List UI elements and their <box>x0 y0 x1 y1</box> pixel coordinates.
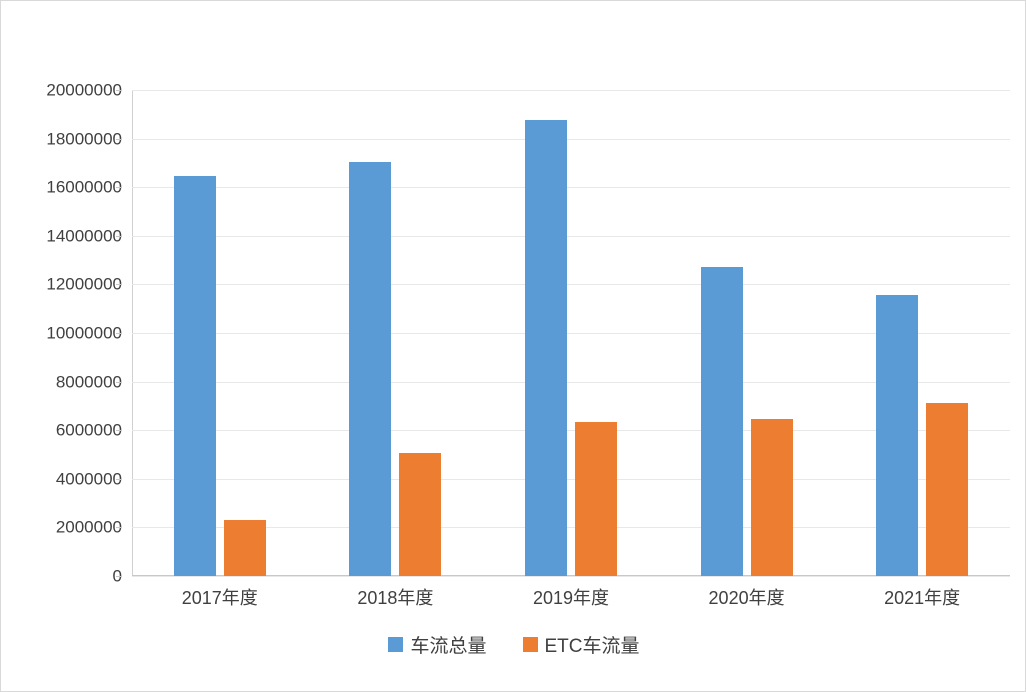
y-axis-tick-label: 6000000 <box>55 420 122 440</box>
y-axis-tick-label: 14000000 <box>46 226 122 246</box>
legend-item[interactable]: ETC车流量 <box>522 631 640 658</box>
x-axis-tick-label: 2020年度 <box>708 588 785 608</box>
bar-total[interactable] <box>524 120 567 576</box>
gridline <box>132 430 1010 432</box>
y-axis-tick-label: 12000000 <box>46 274 122 294</box>
bar-etc[interactable] <box>223 519 266 576</box>
gridline <box>132 187 1010 189</box>
bar-groups <box>132 90 1010 576</box>
bar-group <box>483 90 659 576</box>
gridline <box>132 235 1010 237</box>
y-axis-tick-mark <box>116 187 122 189</box>
bar-group <box>132 90 308 576</box>
y-axis-tick-label: 0 <box>112 566 122 586</box>
x-axis-line <box>132 575 1010 576</box>
chart-legend: 车流总量 ETC车流量 <box>1 631 1025 658</box>
gridline <box>132 381 1010 383</box>
y-axis-tick-mark <box>116 284 122 286</box>
y-axis-tick-mark <box>116 90 122 91</box>
y-axis-tick-label: 10000000 <box>46 323 122 343</box>
gridline <box>132 478 1010 480</box>
plot-area <box>132 90 1010 577</box>
bar-group <box>308 90 484 576</box>
bar-etc[interactable] <box>399 452 442 576</box>
bar-total[interactable] <box>876 295 919 576</box>
gridline <box>132 527 1010 529</box>
y-axis-tick-mark <box>116 478 122 480</box>
bar-etc[interactable] <box>750 419 793 576</box>
legend-swatch-icon <box>522 637 538 652</box>
y-axis-tick-mark <box>116 576 122 577</box>
y-axis-tick-label: 8000000 <box>55 372 122 392</box>
gridline <box>132 138 1010 140</box>
bar-total[interactable] <box>349 161 392 576</box>
bar-group <box>659 90 835 576</box>
bar-total[interactable] <box>173 176 216 576</box>
y-axis-tick-mark <box>116 235 122 237</box>
legend-label: ETC车流量 <box>544 636 640 657</box>
legend-label: 车流总量 <box>410 636 487 657</box>
gridline <box>132 90 1010 91</box>
x-axis-tick-label: 2018年度 <box>357 588 434 608</box>
bar-group <box>834 90 1010 576</box>
y-axis-tick-label: 2000000 <box>55 517 122 537</box>
bar-etc[interactable] <box>574 422 617 576</box>
y-axis-tick-label: 16000000 <box>46 177 122 197</box>
gridline <box>132 333 1010 334</box>
legend-swatch-icon <box>388 637 404 652</box>
legend-item[interactable]: 车流总量 <box>388 631 487 658</box>
y-axis-tick-mark <box>116 527 122 529</box>
y-axis-tick-label: 18000000 <box>46 129 122 149</box>
y-axis-tick-mark <box>116 333 122 334</box>
y-axis-tick-mark <box>116 138 122 140</box>
y-axis-tick-label: 4000000 <box>55 469 122 489</box>
x-axis-tick-label: 2021年度 <box>884 588 961 608</box>
x-axis-tick-label: 2017年度 <box>181 588 258 608</box>
y-axis-tick-mark <box>116 430 122 432</box>
y-axis-tick-label: 20000000 <box>46 80 122 100</box>
bar-etc[interactable] <box>926 402 969 576</box>
x-axis: 2017年度 2018年度 2019年度 2020年度 2021年度 <box>132 583 1010 613</box>
gridline <box>132 284 1010 286</box>
y-axis: 0 2000000 4000000 6000000 8000000 10000000 120… <box>1 82 122 585</box>
bar-total[interactable] <box>700 266 743 576</box>
gridline <box>132 576 1010 577</box>
x-axis-tick-label: 2019年度 <box>532 588 609 608</box>
y-axis-tick-mark <box>116 381 122 383</box>
